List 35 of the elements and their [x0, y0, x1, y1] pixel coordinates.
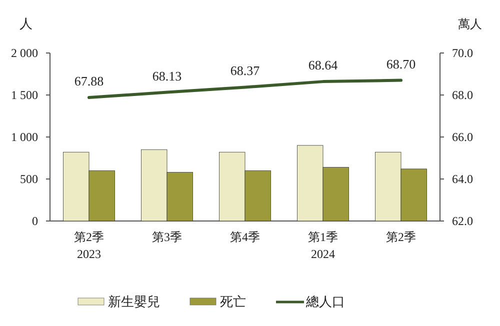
bar — [297, 145, 324, 222]
legend-label: 新生嬰兒 — [108, 294, 160, 309]
data-label: 68.70 — [386, 56, 416, 72]
y2-axis-title: 萬人 — [458, 17, 482, 31]
data-label: 68.64 — [308, 58, 338, 73]
x-tick-label: 第4季 — [230, 230, 260, 244]
bar — [244, 170, 271, 222]
x-tick-label: 第2季 — [386, 230, 416, 244]
y2-tick-label: 62.0 — [452, 214, 473, 228]
y-tick-label: 1 000 — [11, 130, 38, 144]
bar — [219, 152, 246, 222]
bar — [400, 168, 427, 222]
y2-tick-label: 70.0 — [452, 46, 473, 60]
data-label: 68.13 — [152, 68, 182, 84]
bar — [63, 152, 90, 222]
legend-label: 死亡 — [220, 294, 246, 309]
bar — [375, 152, 402, 222]
bar — [322, 167, 349, 222]
x-tick-label: 第3季 — [152, 230, 182, 244]
bar — [88, 170, 115, 222]
x-tick-label: 第1季 2024 — [308, 230, 338, 261]
legend-label: 總人口 — [305, 294, 345, 309]
y2-tick-label: 68.0 — [452, 88, 473, 102]
y-tick-label: 0 — [32, 214, 38, 228]
y-axis-title: 人 — [20, 16, 32, 31]
y2-tick-label: 66.0 — [452, 130, 473, 144]
y-tick-label: 500 — [20, 172, 38, 186]
data-label: 68.37 — [230, 63, 260, 78]
bar — [141, 149, 168, 222]
y-tick-label: 2 000 — [11, 46, 38, 60]
data-label: 67.88 — [74, 74, 104, 89]
y-tick-label: 1 500 — [11, 88, 38, 102]
x-tick-label: 第2季 2023 — [74, 230, 104, 261]
y2-tick-label: 64.0 — [452, 172, 473, 186]
bar — [166, 172, 193, 222]
